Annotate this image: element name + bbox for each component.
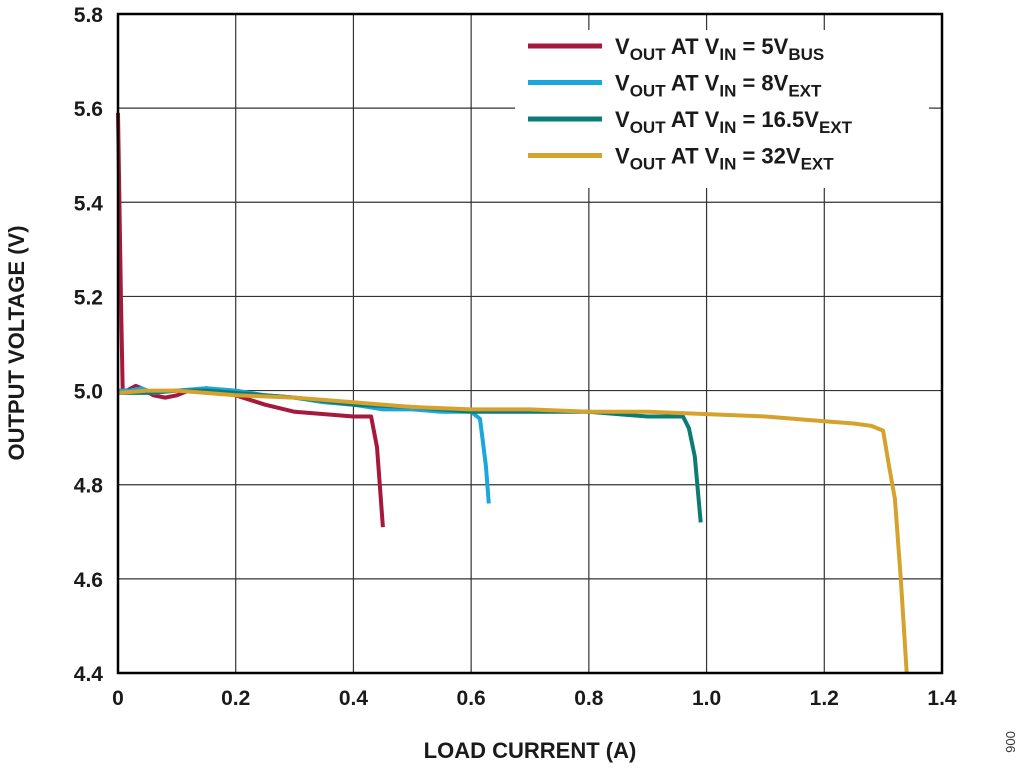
y-axis-title: OUTPUT VOLTAGE (V) bbox=[4, 225, 29, 460]
series-lines bbox=[116, 112, 909, 674]
x-tick-label: 1.0 bbox=[692, 687, 721, 710]
y-tick-label: 5.6 bbox=[74, 98, 103, 121]
y-tick-label: 4.6 bbox=[74, 569, 103, 592]
legend-label-4: VOUT AT VIN = 32VEXT bbox=[615, 144, 834, 174]
y-tick-label: 5.0 bbox=[74, 381, 103, 404]
x-tick-label: 0.8 bbox=[574, 687, 604, 710]
x-tick-label: 0.2 bbox=[221, 687, 250, 710]
series-line-1 bbox=[116, 112, 385, 528]
x-tick-label: 0 bbox=[112, 687, 124, 710]
y-tick-label: 5.4 bbox=[74, 192, 104, 215]
y-tick-label: 4.8 bbox=[74, 475, 104, 498]
y-tick-label: 5.2 bbox=[74, 286, 103, 309]
legend-label-3: VOUT AT VIN = 16.5VEXT bbox=[615, 107, 853, 137]
legend-label-1: VOUT AT VIN = 5VBUS bbox=[615, 34, 824, 64]
series-line-2 bbox=[118, 386, 491, 504]
x-tick-label: 1.4 bbox=[927, 687, 957, 710]
y-tick-label: 4.4 bbox=[74, 663, 104, 686]
x-tick-label: 0.4 bbox=[339, 687, 369, 710]
y-tick-labels: 4.4 4.6 4.8 5.0 5.2 5.4 5.6 5.8 bbox=[74, 4, 104, 686]
figure-id: 006 bbox=[1003, 731, 1018, 753]
x-tick-label: 1.2 bbox=[810, 687, 839, 710]
plot-frame bbox=[116, 12, 944, 675]
legend-label-2: VOUT AT VIN = 8VEXT bbox=[615, 71, 822, 101]
y-tick-label: 5.8 bbox=[74, 4, 104, 27]
series-line-4 bbox=[117, 388, 909, 674]
x-axis-title: LOAD CURRENT (A) bbox=[424, 738, 637, 763]
x-tick-label: 0.6 bbox=[457, 687, 486, 710]
x-tick-labels: 0 0.2 0.4 0.6 0.8 1.0 1.2 1.4 bbox=[112, 687, 957, 710]
legend-box bbox=[515, 30, 929, 188]
legend: VOUT AT VIN = 5VBUS VOUT AT VIN = 8VEXT VO… bbox=[515, 30, 929, 188]
